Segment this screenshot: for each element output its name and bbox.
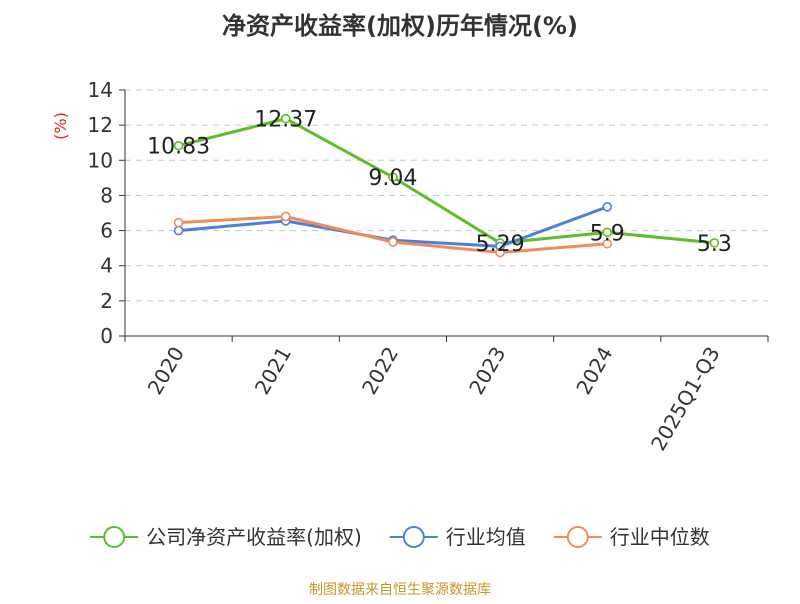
axis-layer: 0 2 4 6 8 10 12 14 2020 2021 2022 2023 2024 2025Q1-Q3 (88, 78, 769, 455)
data-point (602, 227, 613, 238)
data-label: 12.37 (254, 108, 317, 133)
y-tick-label: 12 (88, 113, 113, 137)
x-tick-label: 2023 (464, 343, 510, 399)
source-note: 制图数据来自恒生聚源数据库 (309, 582, 491, 598)
data-point (602, 202, 613, 212)
legend[interactable]: 公司净资产收益率(加权) 行业均值 行业中位数 (90, 525, 710, 549)
y-tick-label: 14 (88, 78, 113, 102)
data-point (173, 217, 184, 228)
x-tick-label: 2024 (571, 343, 617, 399)
legend-item[interactable]: 行业均值 (389, 525, 526, 549)
data-point (173, 225, 184, 236)
data-point (173, 140, 184, 151)
x-tick-label: 2021 (250, 343, 296, 399)
data-point (602, 238, 613, 249)
legend-item[interactable]: 行业中位数 (553, 525, 710, 549)
legend-marker-icon (103, 526, 126, 548)
data-label-layer: 10.83 12.37 9.04 5.29 5.9 5.3 (147, 108, 732, 257)
data-label: 9.04 (368, 166, 417, 191)
y-tick-label: 6 (100, 219, 113, 243)
y-tick-label: 4 (100, 254, 113, 278)
y-tick-label: 8 (100, 183, 113, 207)
x-tick-label: 2022 (357, 343, 403, 399)
legend-marker-icon (566, 526, 589, 548)
y-tick-label: 2 (100, 289, 113, 313)
x-tick-label: 2025Q1-Q3 (646, 343, 725, 455)
legend-marker-icon (402, 526, 425, 548)
legend-item[interactable]: 公司净资产收益率(加权) (90, 525, 362, 549)
series-line (178, 117, 715, 245)
data-point (388, 172, 398, 182)
y-tick-label: 0 (100, 324, 113, 348)
data-label: 5.9 (590, 221, 625, 246)
series-line (178, 215, 608, 255)
series-layer (173, 113, 720, 258)
data-label: 5.3 (697, 232, 732, 257)
legend-label: 行业均值 (446, 525, 526, 549)
data-point (280, 211, 291, 222)
grid-layer (125, 89, 768, 302)
legend-label: 公司净资产收益率(加权) (146, 525, 362, 549)
data-point (388, 237, 398, 247)
legend-label: 行业中位数 (610, 525, 710, 549)
data-point (495, 247, 505, 258)
y-axis-label: (%) (51, 112, 70, 140)
data-label: 5.29 (476, 232, 525, 257)
y-tick-label: 10 (88, 148, 113, 172)
chart-title: 净资产收益率(加权)历年情况(%) (222, 12, 578, 40)
data-point (709, 238, 720, 248)
data-point (280, 113, 291, 124)
data-label: 10.83 (147, 135, 210, 160)
x-tick-label: 2020 (143, 343, 189, 399)
